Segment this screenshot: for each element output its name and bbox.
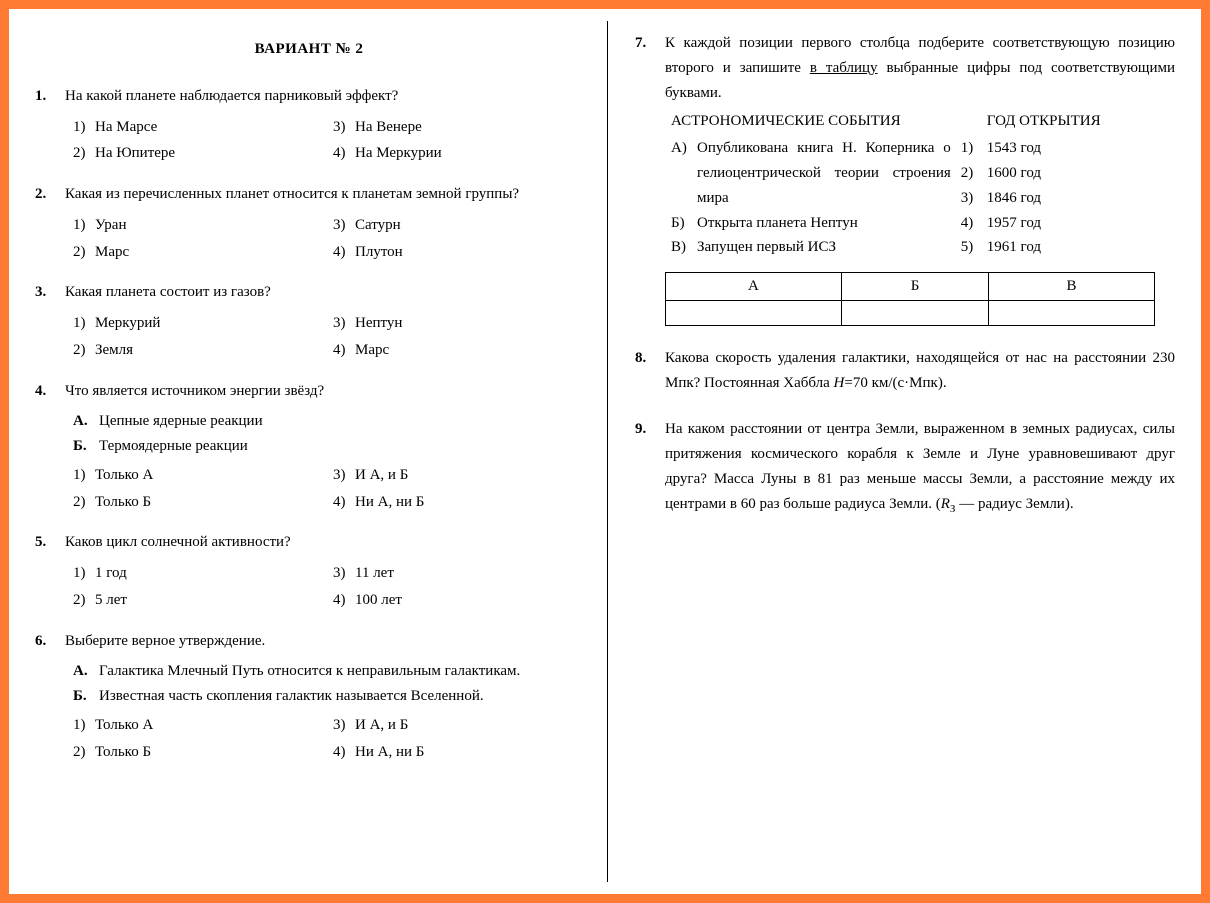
answer-header: В: [989, 273, 1154, 301]
left-column: ВАРИАНТ № 2 1. На какой планете наблюдае…: [9, 9, 609, 894]
question-number: 9.: [635, 417, 665, 523]
option: 1)Только А: [73, 463, 323, 488]
answer-cell[interactable]: [989, 300, 1154, 325]
question-text: К каждой позиции первого столбца подбери…: [665, 31, 1175, 105]
option: 3)Сатурн: [333, 213, 583, 238]
question-number: 6.: [35, 629, 65, 765]
question-text: Что является источником энергии звёзд?: [65, 379, 583, 404]
match-event: В)Запущен первый ИСЗ: [665, 235, 961, 260]
match-heading: АСТРОНОМИЧЕСКИЕ СОБЫТИЯ: [665, 111, 961, 132]
question-4: 4. Что является источником энергии звёзд…: [35, 379, 583, 515]
match-columns: АСТРОНОМИЧЕСКИЕ СОБЫТИЯ А)Опубликована к…: [665, 111, 1175, 260]
question-number: 3.: [35, 280, 65, 362]
question-text: Какая из перечисленных планет относится …: [65, 182, 583, 207]
question-number: 4.: [35, 379, 65, 515]
question-text: Какая планета состоит из газов?: [65, 280, 583, 305]
question-text: На каком расстоянии от центра Земли, выр…: [665, 417, 1175, 517]
option: 4)Плутон: [333, 240, 583, 265]
option: 4)Ни А, ни Б: [333, 740, 583, 765]
worksheet-sheet: ВАРИАНТ № 2 1. На какой планете наблюдае…: [9, 9, 1201, 894]
option: 1)На Марсе: [73, 115, 323, 140]
question-number: 7.: [635, 31, 665, 330]
option: 4)Марс: [333, 338, 583, 363]
option: 3)Нептун: [333, 311, 583, 336]
question-6: 6. Выберите верное утверждение. А.Галакт…: [35, 629, 583, 765]
question-9: 9. На каком расстоянии от центра Земли, …: [635, 417, 1175, 523]
question-text: Выберите верное утверждение.: [65, 629, 583, 654]
question-1: 1. На какой планете наблюдается парников…: [35, 84, 583, 166]
option: 4)На Меркурии: [333, 141, 583, 166]
option: 2)Только Б: [73, 490, 323, 515]
question-number: 8.: [635, 346, 665, 402]
match-year: 4)1957 год: [961, 211, 1175, 236]
option: 1)Уран: [73, 213, 323, 238]
option: 2)Земля: [73, 338, 323, 363]
answer-table: А Б В: [665, 272, 1155, 326]
match-year: 2)1600 год: [961, 161, 1175, 186]
question-3: 3. Какая планета состоит из газов? 1)Мер…: [35, 280, 583, 362]
variant-title: ВАРИАНТ № 2: [35, 37, 583, 62]
option: 2)На Юпитере: [73, 141, 323, 166]
question-number: 1.: [35, 84, 65, 166]
question-text: На какой планете наблюдается парниковый …: [65, 84, 583, 109]
option: 1)Только А: [73, 713, 323, 738]
statement: Б.Термоядерные реакции: [73, 434, 583, 459]
match-year: 5)1961 год: [961, 235, 1175, 260]
question-text: Каков цикл солнечной активности?: [65, 530, 583, 555]
option: 4)100 лет: [333, 588, 583, 613]
option: 3)11 лет: [333, 561, 583, 586]
right-column: 7. К каждой позиции первого столбца подб…: [609, 9, 1201, 894]
statement: А.Галактика Млечный Путь относится к неп…: [73, 659, 583, 684]
question-number: 5.: [35, 530, 65, 612]
match-year: 3)1846 год: [961, 186, 1175, 211]
answer-header: Б: [841, 273, 989, 301]
option: 3)На Венере: [333, 115, 583, 140]
option: 3)И А, и Б: [333, 463, 583, 488]
column-divider: [607, 21, 608, 882]
option: 1)Меркурий: [73, 311, 323, 336]
question-5: 5. Каков цикл солнечной активности? 1)1 …: [35, 530, 583, 612]
match-event: Б)Открыта планета Нептун: [665, 211, 961, 236]
answer-cell[interactable]: [666, 300, 842, 325]
option: 4)Ни А, ни Б: [333, 490, 583, 515]
question-7: 7. К каждой позиции первого столбца подб…: [635, 31, 1175, 330]
statement: Б.Известная часть скопления галактик наз…: [73, 684, 583, 709]
option: 2)Только Б: [73, 740, 323, 765]
option: 2)5 лет: [73, 588, 323, 613]
question-text: Какова скорость удаления галактики, нахо…: [665, 346, 1175, 396]
match-heading: ГОД ОТКРЫТИЯ: [961, 111, 1175, 132]
answer-cell[interactable]: [841, 300, 989, 325]
statement: А.Цепные ядерные реакции: [73, 409, 583, 434]
option: 1)1 год: [73, 561, 323, 586]
question-2: 2. Какая из перечисленных планет относит…: [35, 182, 583, 264]
match-year: 1)1543 год: [961, 136, 1175, 161]
match-event: А)Опубликована книга Н. Коперника о гели…: [665, 136, 961, 210]
answer-header: А: [666, 273, 842, 301]
option: 2)Марс: [73, 240, 323, 265]
option: 3)И А, и Б: [333, 713, 583, 738]
question-8: 8. Какова скорость удаления галактики, н…: [635, 346, 1175, 402]
question-number: 2.: [35, 182, 65, 264]
